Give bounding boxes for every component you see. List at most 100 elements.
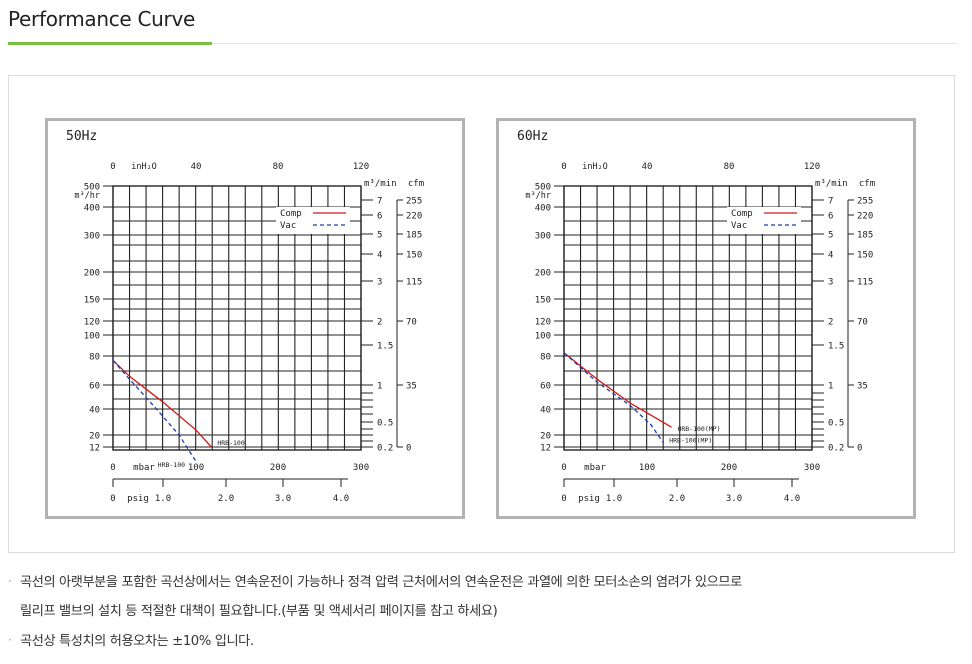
top-axis-tick-label: 80: [724, 162, 735, 172]
left-axis-tick-label: 12: [89, 444, 100, 454]
left-axis-tick-label: 120: [84, 318, 100, 328]
left-axis-tick-label: 20: [540, 432, 551, 442]
cfm-axis-unit-label: cfm: [408, 179, 424, 189]
left-axis-tick-label: 200: [535, 269, 551, 279]
legend-background: [276, 207, 350, 234]
mid-axis-tick-label: 1.5: [377, 342, 393, 352]
series-end-label: HRB-100(MP): [677, 425, 720, 433]
chart-panel-60hz: 60Hz 0 40 80 120 inH₂O 500 400 300 200 150 120 100 80…: [496, 118, 916, 519]
left-axis-unit-label: m³/hr: [525, 191, 551, 201]
series-line-vac: [112, 359, 197, 462]
psig-axis-tick-label: 1.0: [606, 494, 622, 504]
left-axis-tick-label: 500: [84, 183, 100, 193]
bottom-axis-tick-label: 200: [270, 463, 286, 473]
chart-title: 60Hz: [517, 129, 548, 144]
legend-entry-label: Comp: [280, 209, 302, 219]
top-axis-tick-label: 40: [191, 162, 202, 172]
cfm-axis-tick-label: 70: [857, 318, 868, 328]
mid-axis-tick-label: 0.2: [377, 444, 393, 454]
mid-axis-tick-label: 5: [828, 231, 833, 241]
series-line-comp: [112, 359, 212, 448]
psig-axis-tick-label: 4.0: [784, 494, 800, 504]
psig-axis-tick-label: 3.0: [275, 494, 291, 504]
mid-axis-tick-label: 4: [828, 251, 833, 261]
left-axis-tick-label: 80: [89, 353, 100, 363]
left-axis-tick-label: 150: [84, 296, 100, 306]
psig-axis-tick-label: 2.0: [669, 494, 685, 504]
cfm-axis-unit-label: cfm: [859, 179, 875, 189]
chart-panel-50hz: 50Hz 0 40 80 120 inH₂O 500 400 300 200 150 120 100 80…: [45, 118, 465, 519]
note-text-continued: 릴리프 밸브의 설치 등 적절한 대책이 필요합니다.(부품 및 액세서리 페이…: [20, 604, 498, 619]
left-axis-tick-label: 12: [540, 444, 551, 454]
bottom-axis-tick-label: 300: [353, 463, 369, 473]
bottom-axis-tick-label: 100: [639, 463, 655, 473]
series-end-label: HRB-100(MP): [669, 437, 712, 445]
left-axis-tick-label: 40: [540, 406, 551, 416]
mid-axis-tick-label: 0.2: [828, 444, 844, 454]
mid-axis-unit-label: m³/min: [815, 179, 848, 189]
bottom-axis-tick-label: 0: [110, 463, 115, 473]
top-axis-tick-label: 80: [273, 162, 284, 172]
cfm-axis-tick-label: 150: [857, 251, 873, 261]
cfm-axis-tick-label: 220: [406, 212, 422, 222]
mid-axis-tick-label: 6: [377, 212, 382, 222]
psig-axis-tick-label: 2.0: [218, 494, 234, 504]
note-item: · 곡선의 아랫부분을 포함한 곡선상에서는 연속운전이 가능하나 정격 압력 …: [8, 574, 968, 620]
cfm-axis-tick-label: 255: [406, 197, 422, 207]
mid-axis-tick-label: 4: [377, 251, 382, 261]
left-axis-tick-label: 120: [535, 318, 551, 328]
cfm-axis-tick-label: 185: [857, 231, 873, 241]
mid-axis-tick-label: 0.5: [377, 419, 393, 429]
left-axis-tick-label: 60: [89, 382, 100, 392]
note-bullet: ·: [8, 633, 12, 647]
legend-entry-label: Comp: [731, 209, 753, 219]
series-end-label: HRB-100: [158, 461, 185, 469]
mid-axis-tick-label: 5: [377, 231, 382, 241]
psig-axis-tick-label: 3.0: [726, 494, 742, 504]
psig-axis-unit-label: psig: [127, 494, 149, 504]
mid-axis-tick-label: 3: [377, 278, 382, 288]
psig-axis-tick-label: 0: [561, 494, 566, 504]
plot-frame: [112, 185, 362, 451]
cfm-axis-tick-label: 70: [406, 318, 417, 328]
mid-axis-tick-label: 2: [377, 318, 382, 328]
page-title: Performance Curve: [8, 7, 195, 31]
top-axis-tick-label: 120: [804, 162, 820, 172]
bottom-axis-unit-label: mbar: [584, 463, 606, 473]
mid-axis-tick-label: 1: [377, 382, 382, 392]
top-axis-tick-label: 120: [353, 162, 369, 172]
mid-axis-tick-label: 3: [828, 278, 833, 288]
psig-axis-tick-label: 1.0: [155, 494, 171, 504]
top-axis-unit-label: inH₂O: [582, 162, 608, 172]
left-axis-tick-label: 400: [535, 204, 551, 214]
series-line-vac: [563, 352, 664, 443]
left-axis-tick-label: 20: [89, 432, 100, 442]
mid-axis-tick-label: 6: [828, 212, 833, 222]
mid-axis-tick-label: 7: [828, 197, 833, 207]
cfm-axis-tick-label: 115: [857, 278, 873, 288]
series-line-comp: [563, 352, 672, 428]
bottom-axis-tick-label: 0: [561, 463, 566, 473]
bottom-axis-tick-label: 100: [188, 463, 204, 473]
left-axis-tick-label: 200: [84, 269, 100, 279]
left-axis-tick-label: 150: [535, 296, 551, 306]
mid-axis-tick-label: 2: [828, 318, 833, 328]
left-axis-tick-label: 300: [84, 232, 100, 242]
top-axis-unit-label: inH₂O: [131, 162, 157, 172]
cfm-axis-tick-label: 0: [857, 444, 862, 454]
legend-background: [727, 207, 801, 234]
cfm-axis-tick-label: 220: [857, 212, 873, 222]
left-axis-tick-label: 60: [540, 382, 551, 392]
cfm-axis-tick-label: 35: [406, 382, 417, 392]
note-text: 곡선상 특성치의 허용오차는 ±10% 입니다.: [20, 634, 254, 649]
psig-axis-unit-label: psig: [578, 494, 600, 504]
mid-axis-tick-label: 1.5: [828, 342, 844, 352]
psig-axis-tick-label: 0: [110, 494, 115, 504]
left-axis-tick-label: 500: [535, 183, 551, 193]
mid-axis-tick-label: 7: [377, 197, 382, 207]
chart-title: 50Hz: [66, 129, 97, 144]
legend-entry-label: Vac: [280, 221, 296, 231]
cfm-axis-tick-label: 115: [406, 278, 422, 288]
bottom-axis-tick-label: 200: [721, 463, 737, 473]
